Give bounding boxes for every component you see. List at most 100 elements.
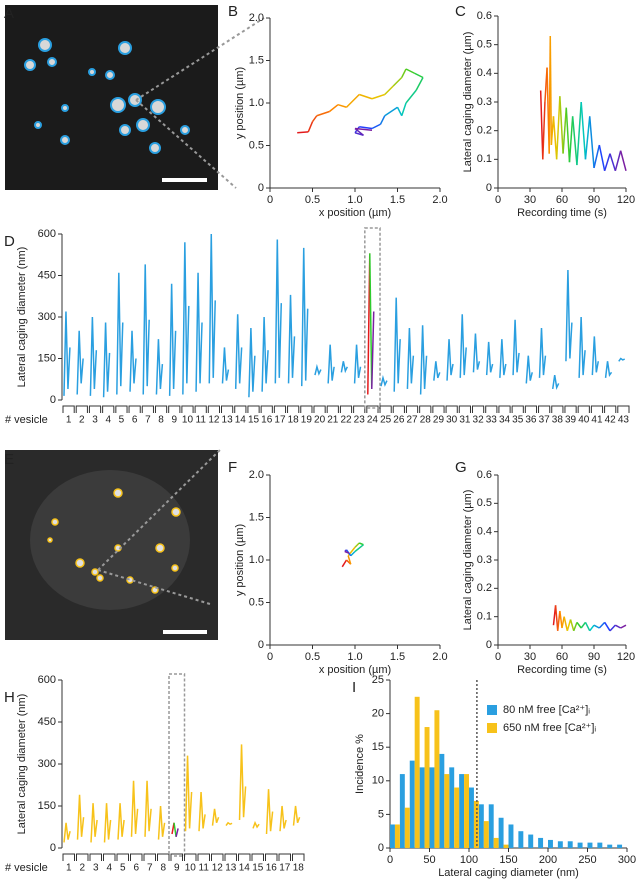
x-tick-label: 2 [79,863,85,874]
category-bracket [251,853,264,861]
y-tick-label: 0 [258,182,264,194]
x-tick-label: 3 [92,415,98,426]
y-tick-label: 0.4 [477,67,492,79]
category-bracket [577,405,590,413]
micrograph-e [5,447,223,640]
trace-segment [598,621,606,629]
x-tick-label: 100 [460,854,478,866]
trace-segment [542,101,546,160]
y-axis-label: Lateral caging diameter (µm) [462,490,474,631]
y-tick-label: 600 [38,674,56,686]
x-tick-label: 35 [512,415,524,426]
vesicle-trace [76,794,85,840]
category-bracket [511,405,524,413]
y-tick-label: 0.1 [477,611,492,623]
category-bracket [313,405,326,413]
x-tick-label: 1.5 [390,194,405,206]
vesicle-trace [287,294,296,384]
x-tick-label: 15 [248,415,260,426]
x-tick-label: 1 [66,415,72,426]
trace-segment [369,253,373,389]
trace-segment [576,101,582,166]
y-tick-label: 600 [38,228,56,240]
vesicle-trace [252,820,260,829]
category-bracket [590,405,604,413]
x-tick-label: 26 [393,415,405,426]
category-bracket [498,405,511,413]
x-tick-label: 250 [578,854,596,866]
x-tick-label: 34 [499,415,511,426]
category-bracket [392,405,405,413]
bar [478,804,484,848]
y-tick-label: 1.5 [249,511,264,523]
y-tick-label: 300 [38,311,56,323]
vesicle-trace [76,330,84,395]
vesicle-trace [63,822,71,843]
bar [483,821,489,848]
x-tick-label: 12 [212,863,224,874]
x-tick-label: 15 [252,863,264,874]
vesicle-trace [184,755,193,832]
x-tick-label: 0 [267,651,273,663]
vesicle-trace [195,272,203,392]
trace-segment [414,72,424,79]
x-tick-label: 13 [225,863,237,874]
trace-segment [609,153,617,172]
category-bracket [88,405,102,413]
highlight-box [364,227,381,409]
x-tick-label: 33 [486,415,498,426]
trace-segment [554,605,559,631]
trace-segment [345,93,360,108]
vesicle-trace [538,328,547,378]
micrograph-a [5,5,265,190]
vesicle-trace [129,330,137,392]
legend-label: 650 nM free [Ca²⁺]ᵢ [503,722,596,734]
category-bracket [170,853,183,861]
vesicle-trace [130,780,139,837]
category-bracket [445,405,458,413]
y-tick-label: 300 [38,758,56,770]
y-tick-label: 1.0 [249,97,264,109]
trace-segment [175,828,179,837]
y-tick-label: 450 [38,269,56,281]
category-bracket [405,405,419,413]
x-tick-label: 2.0 [432,651,447,663]
x-tick-label: 17 [279,863,291,874]
category-bracket [130,853,143,861]
category-bracket [194,405,207,413]
trace-segment [584,621,591,632]
trace-segment [580,101,587,160]
x-tick-label: 20 [314,415,326,426]
vesicle-trace [380,374,388,387]
vesicle-trace [116,272,124,395]
x-tick-label: 0 [495,194,501,206]
y-axis-label: Lateral caging diameter (µm) [462,32,474,173]
legend-swatch [487,705,497,715]
category-axis-label: # vesicle [5,414,48,426]
x-tick-label: 90 [588,651,600,663]
x-tick-label: 28 [420,415,432,426]
trace-segment [549,36,553,146]
bar [607,844,613,848]
trace-segment [584,116,591,160]
y-tick-label: 0 [486,182,492,194]
bar [404,807,410,848]
y-tick-label: 1.0 [249,554,264,566]
x-tick-label: 300 [618,854,636,866]
x-tick-label: 12 [208,415,220,426]
x-tick-label: 18 [288,415,300,426]
x-tick-label: 90 [588,194,600,206]
y-tick-label: 0 [50,394,56,406]
trace-segment [555,96,561,160]
panel-label: H [4,689,15,706]
vesicle-trace [406,328,415,389]
bar [444,774,450,848]
bar [597,842,603,848]
trace-segment [354,127,364,136]
bar [399,774,405,848]
x-tick-label: 16 [266,863,278,874]
x-tick-label: 11 [196,415,207,426]
category-bracket [76,853,89,861]
bar [617,844,623,848]
y-tick-label: 0.5 [477,39,492,51]
